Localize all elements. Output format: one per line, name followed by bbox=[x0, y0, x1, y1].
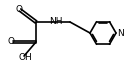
Text: NH: NH bbox=[49, 16, 63, 26]
Text: O: O bbox=[7, 38, 15, 46]
Text: O: O bbox=[15, 4, 23, 13]
Text: N: N bbox=[118, 28, 124, 38]
Text: OH: OH bbox=[18, 54, 32, 63]
